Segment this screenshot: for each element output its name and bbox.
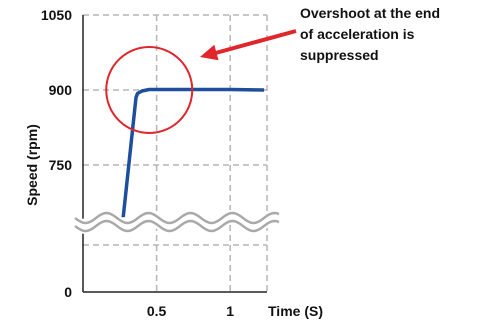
x-axis-title: Time (S) — [268, 303, 323, 319]
axes — [82, 15, 267, 293]
y-tick-label-750: 750 — [49, 157, 73, 173]
series — [120, 87, 265, 223]
series-line-0 — [120, 87, 265, 223]
y-tick-label-1050: 1050 — [41, 7, 72, 23]
annotation: Overshoot at the end of acceleration is … — [105, 5, 440, 134]
grid — [83, 14, 268, 292]
annotation-line-2: of acceleration is — [300, 26, 415, 42]
annotation-circle — [105, 46, 194, 134]
axis-break-wave-lower — [74, 219, 280, 233]
x-tick-label-0.5: 0.5 — [147, 303, 167, 319]
axis-break — [60, 209, 281, 235]
y-tick-label-900: 900 — [49, 82, 73, 98]
annotation-arrow-head — [200, 44, 219, 61]
annotation-line-1: Overshoot at the end — [300, 5, 440, 21]
x-tick-label-1: 1 — [226, 303, 234, 319]
y-tick-label-0: 0 — [64, 284, 72, 300]
tick-labels: 0 750 900 1050 0.5 1 — [41, 7, 234, 319]
annotation-arrow-shaft — [211, 29, 297, 56]
annotation-line-3: suppressed — [300, 47, 379, 63]
y-axis-title: Speed (rpm) — [24, 124, 40, 206]
axis-break-wave-upper — [74, 211, 280, 225]
